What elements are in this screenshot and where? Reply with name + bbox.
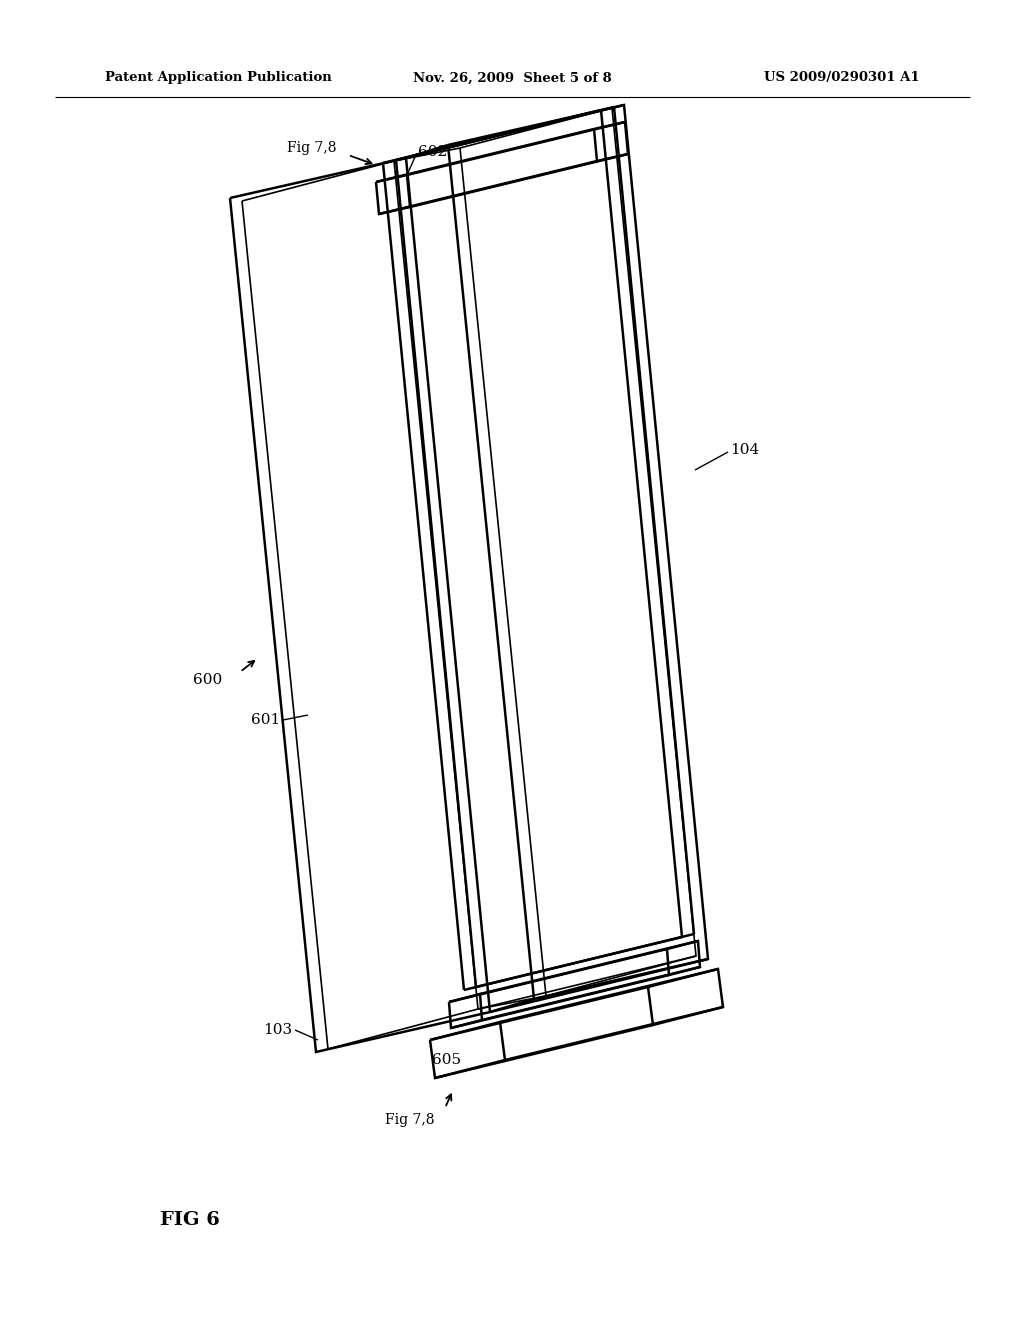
Text: Patent Application Publication: Patent Application Publication <box>105 71 332 84</box>
Text: 605: 605 <box>432 1053 461 1067</box>
Text: Fig 7,8: Fig 7,8 <box>385 1113 435 1127</box>
Text: 103: 103 <box>263 1023 292 1038</box>
Text: 104: 104 <box>730 444 759 457</box>
Text: 600: 600 <box>193 673 222 686</box>
Text: FIG 6: FIG 6 <box>160 1210 220 1229</box>
Text: 602: 602 <box>418 145 447 158</box>
Text: 601: 601 <box>251 713 280 727</box>
Text: Nov. 26, 2009  Sheet 5 of 8: Nov. 26, 2009 Sheet 5 of 8 <box>413 71 611 84</box>
Text: US 2009/0290301 A1: US 2009/0290301 A1 <box>764 71 920 84</box>
Text: Fig 7,8: Fig 7,8 <box>288 141 337 154</box>
